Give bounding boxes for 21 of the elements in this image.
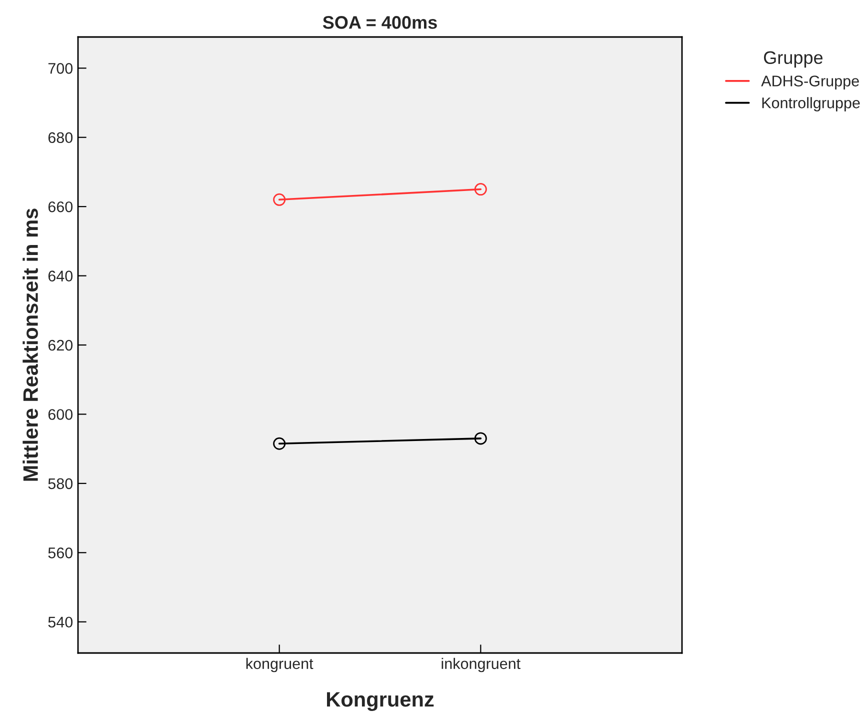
y-tick-label: 680 bbox=[48, 132, 73, 144]
y-tick-label: 560 bbox=[48, 548, 73, 558]
legend-label: ADHS-Gruppe bbox=[761, 76, 859, 90]
y-tick-label: 700 bbox=[48, 63, 73, 74]
point bbox=[273, 193, 286, 206]
x-axis-title: Kongruenz bbox=[327, 692, 434, 711]
legend-title: Gruppe bbox=[764, 51, 823, 68]
x-tick-label: kongruent bbox=[246, 658, 314, 672]
y-tick-label: 580 bbox=[48, 478, 73, 490]
y-tick-label: 640 bbox=[48, 270, 73, 282]
y-tick-label: 600 bbox=[48, 409, 73, 420]
legend-label: Kontrollgruppe bbox=[762, 97, 860, 112]
y-tick-label: 660 bbox=[48, 201, 73, 212]
y-axis-title: Mittlere Reaktionszeit in ms bbox=[22, 208, 38, 481]
y-tick-label: 620 bbox=[48, 340, 73, 351]
chart-title: SOA = 400ms bbox=[322, 16, 437, 29]
point bbox=[474, 183, 487, 196]
point bbox=[273, 437, 286, 450]
y-tick-label: 540 bbox=[48, 616, 73, 628]
point bbox=[474, 432, 487, 445]
x-tick-label: inkongruent bbox=[442, 658, 520, 672]
